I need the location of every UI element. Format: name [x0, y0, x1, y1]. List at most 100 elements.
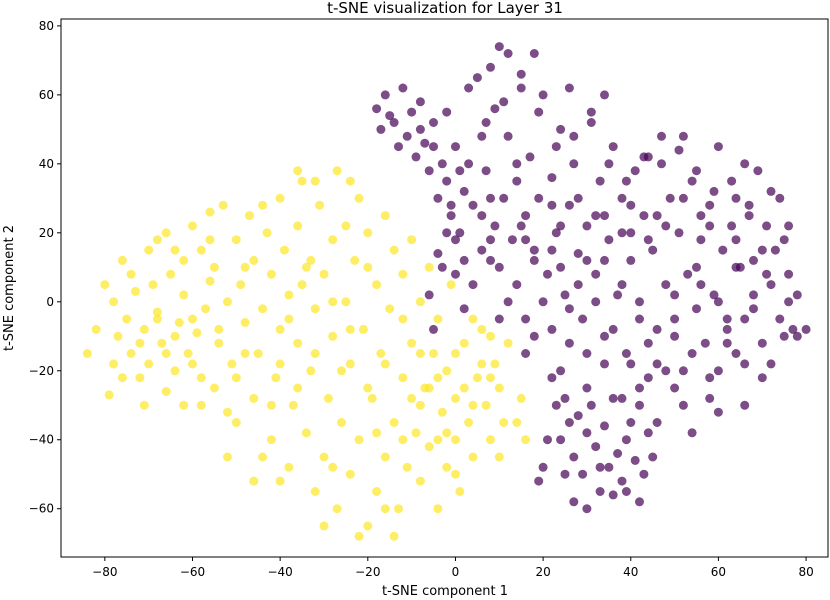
scatter-point — [674, 228, 684, 238]
scatter-point — [801, 324, 811, 334]
scatter-point — [604, 235, 614, 245]
scatter-point — [442, 176, 452, 186]
scatter-point — [407, 107, 417, 117]
scatter-point — [284, 462, 294, 472]
scatter-point — [635, 383, 644, 393]
scatter-point — [608, 490, 618, 500]
scatter-point — [486, 435, 495, 445]
scatter-point — [635, 297, 644, 307]
scatter-point — [775, 193, 785, 203]
scatter-point — [240, 349, 250, 358]
scatter-point — [477, 324, 487, 334]
scatter-point — [455, 228, 465, 238]
scatter-point — [380, 90, 390, 100]
scatter-point — [266, 400, 276, 410]
scatter-point — [337, 418, 346, 427]
scatter-point — [420, 138, 430, 148]
scatter-point — [564, 200, 574, 210]
y-tick-label: −40 — [29, 433, 54, 447]
scatter-point — [586, 107, 596, 117]
scatter-point — [284, 290, 294, 300]
scatter-point — [451, 435, 460, 445]
scatter-point — [512, 418, 522, 427]
scatter-point — [749, 290, 758, 300]
scatter-point — [753, 166, 763, 176]
scatter-point — [600, 359, 609, 369]
scatter-point — [451, 235, 460, 245]
scatter-point — [784, 221, 794, 231]
scatter-point — [297, 176, 307, 186]
scatter-point — [258, 304, 268, 314]
scatter-point — [122, 314, 132, 324]
scatter-point — [223, 407, 232, 417]
scatter-point — [481, 166, 491, 176]
scatter-point — [297, 280, 307, 290]
scatter-point — [621, 176, 631, 186]
scatter-point — [398, 269, 408, 279]
scatter-point — [516, 393, 526, 403]
scatter-point — [464, 418, 474, 427]
scatter-point — [687, 176, 697, 186]
scatter-point — [240, 318, 250, 327]
scatter-point — [354, 531, 364, 541]
scatter-point — [635, 497, 644, 507]
scatter-point — [657, 131, 666, 141]
scatter-point — [547, 173, 557, 183]
scatter-point — [109, 359, 119, 369]
scatter-point — [678, 193, 688, 203]
scatter-point — [433, 314, 443, 324]
scatter-point — [582, 255, 592, 265]
scatter-point — [446, 280, 456, 290]
scatter-point — [486, 62, 495, 72]
scatter-point — [442, 428, 452, 438]
scatter-point — [635, 314, 644, 324]
scatter-point — [363, 262, 373, 272]
scatter-point — [214, 324, 224, 334]
scatter-point — [604, 462, 614, 472]
scatter-point — [363, 228, 373, 238]
scatter-point — [635, 400, 644, 410]
scatter-point — [652, 211, 662, 221]
scatter-point — [109, 297, 119, 307]
scatter-point — [459, 338, 469, 348]
scatter-point — [451, 393, 460, 403]
scatter-point — [288, 400, 298, 410]
scatter-point — [415, 297, 425, 307]
scatter-point — [713, 407, 723, 417]
scatter-point — [196, 373, 206, 383]
scatter-point — [499, 418, 509, 427]
scatter-point — [451, 349, 460, 358]
scatter-point — [223, 297, 232, 307]
scatter-point — [713, 142, 723, 152]
scatter-point — [433, 373, 443, 383]
scatter-point — [407, 338, 417, 348]
scatter-point — [678, 131, 688, 141]
scatter-point — [174, 318, 184, 327]
scatter-point — [188, 314, 197, 324]
scatter-point — [779, 235, 789, 245]
scatter-point — [534, 476, 544, 486]
scatter-point — [380, 211, 390, 221]
scatter-point — [350, 255, 360, 265]
x-axis-title: t-SNE component 1 — [382, 584, 508, 599]
scatter-point — [626, 359, 636, 369]
scatter-point — [643, 152, 653, 162]
scatter-point — [516, 221, 526, 231]
scatter-point — [626, 418, 636, 427]
scatter-point — [424, 290, 434, 300]
scatter-point — [433, 193, 443, 203]
scatter-point — [687, 349, 697, 358]
scatter-point — [249, 393, 259, 403]
scatter-point — [573, 280, 583, 290]
scatter-point — [613, 290, 623, 300]
scatter-point — [692, 304, 701, 314]
scatter-point — [205, 276, 215, 286]
scatter-point — [586, 400, 596, 410]
scatter-point — [779, 331, 789, 341]
scatter-point — [670, 314, 680, 324]
scatter-point — [179, 290, 189, 300]
y-tick-label: 40 — [39, 157, 54, 171]
scatter-point — [262, 228, 272, 238]
scatter-point — [503, 49, 513, 58]
